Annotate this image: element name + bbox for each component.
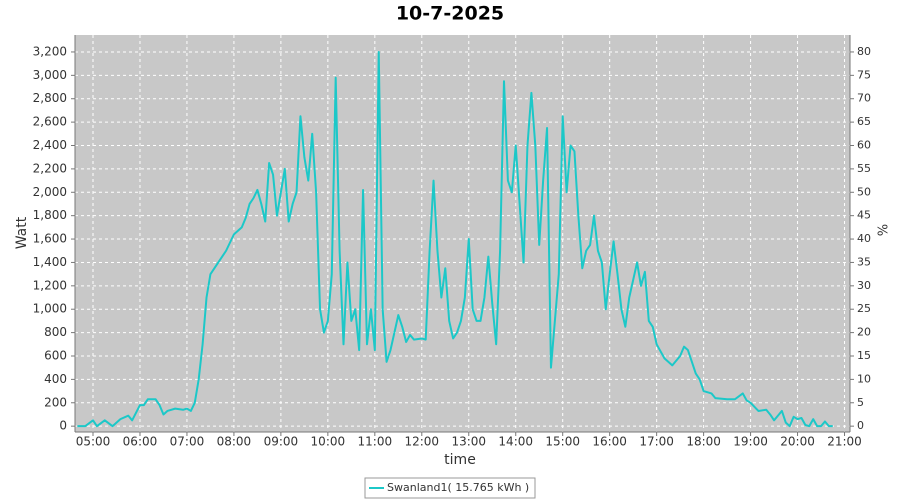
y-tick-label: 3,000 [33, 68, 67, 82]
y2-tick-label: 65 [857, 115, 871, 128]
series-line [77, 50, 833, 428]
y-axis-label: Watt [14, 216, 30, 249]
chart-title: 10-7-2025 [396, 3, 504, 25]
x-axis-label: time [444, 452, 476, 468]
y2-tick-label: 80 [857, 45, 871, 58]
x-tick-label: 15:00 [545, 435, 580, 449]
y2-tick-label: 60 [857, 139, 871, 152]
y2-tick-label: 45 [857, 209, 871, 222]
y-tick-label: 1,600 [33, 232, 67, 246]
y2-tick-label: 0 [857, 419, 864, 432]
y2-tick-label: 50 [857, 185, 871, 198]
x-tick-label: 10:00 [311, 435, 346, 449]
x-tick-label: 12:00 [404, 435, 439, 449]
x-tick-label: 18:00 [686, 435, 721, 449]
y-tick-label: 0 [59, 419, 67, 433]
y2-tick-label: 15 [857, 349, 871, 362]
x-tick-label: 13:00 [451, 435, 486, 449]
x-tick-label: 11:00 [358, 435, 393, 449]
x-tick-label: 06:00 [123, 435, 158, 449]
x-tick-label: 05:00 [76, 435, 111, 449]
x-tick-label: 16:00 [592, 435, 627, 449]
y2-tick-label: 25 [857, 302, 871, 315]
y2-tick-label: 5 [857, 396, 864, 409]
y-tick-label: 2,800 [33, 91, 67, 105]
y-tick-label: 2,400 [33, 138, 67, 152]
legend-box [364, 477, 536, 499]
plot-area [75, 35, 850, 432]
x-tick-label: 19:00 [733, 435, 768, 449]
y-tick-label: 1,400 [33, 255, 67, 269]
y-tick-label: 1,200 [33, 278, 67, 292]
y-tick-label: 2,200 [33, 161, 67, 175]
legend-label: Swanland1( 15.765 kWh ) [387, 481, 529, 494]
x-tick-label: 07:00 [170, 435, 205, 449]
y-tick-label: 3,200 [33, 44, 67, 58]
y-tick-label: 800 [44, 325, 67, 339]
x-tick-label: 09:00 [264, 435, 299, 449]
y2-tick-label: 55 [857, 162, 871, 175]
x-tick-label: 14:00 [498, 435, 533, 449]
x-tick-label: 08:00 [217, 435, 252, 449]
y2-axis-label: % [874, 224, 889, 236]
y-tick-label: 1,800 [33, 208, 67, 222]
y2-tick-label: 10 [857, 372, 871, 385]
y2-tick-label: 35 [857, 255, 871, 268]
y-tick-label: 2,600 [33, 115, 67, 129]
x-tick-label: 17:00 [639, 435, 674, 449]
y-tick-label: 200 [44, 395, 67, 409]
y2-tick-label: 30 [857, 279, 871, 292]
y2-tick-label: 75 [857, 68, 871, 81]
x-tick-label: 21:00 [827, 435, 862, 449]
y-tick-label: 600 [44, 348, 67, 362]
y2-tick-label: 40 [857, 232, 871, 245]
y-tick-label: 400 [44, 372, 67, 386]
y-tick-label: 2,000 [33, 185, 67, 199]
x-tick-label: 20:00 [780, 435, 815, 449]
y2-tick-label: 20 [857, 326, 871, 339]
y2-tick-label: 70 [857, 92, 871, 105]
y-tick-label: 1,000 [33, 302, 67, 316]
